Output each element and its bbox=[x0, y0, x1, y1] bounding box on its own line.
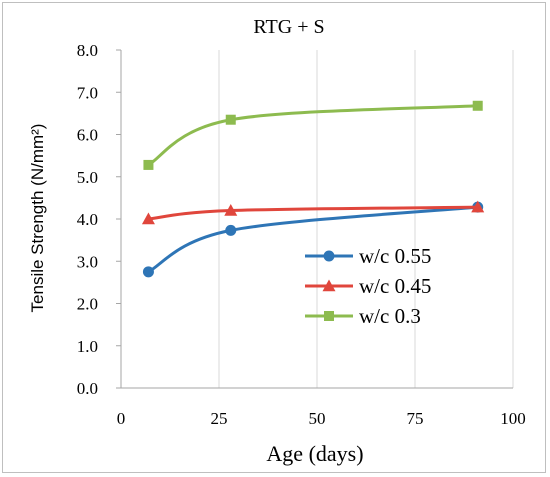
legend-entry-2: w/c 0.3 bbox=[305, 304, 421, 328]
y-tick-label: 6.0 bbox=[77, 126, 98, 145]
y-tick-labels: 0.0 1.0 2.0 3.0 4.0 5.0 6.0 7.0 8.0 bbox=[77, 41, 98, 398]
x-axis-label: Age (days) bbox=[266, 441, 363, 466]
x-tick-labels: 0 25 50 75 100 bbox=[117, 409, 526, 428]
legend-marker bbox=[323, 250, 335, 262]
data-point bbox=[472, 100, 483, 111]
series-line bbox=[146, 104, 480, 167]
series-2 bbox=[143, 100, 483, 170]
legend-marker bbox=[324, 311, 334, 321]
gridlines bbox=[218, 50, 514, 388]
series-1 bbox=[141, 200, 485, 225]
legend-label: w/c 0.3 bbox=[359, 304, 421, 328]
data-point bbox=[225, 114, 236, 125]
axes bbox=[116, 49, 513, 389]
data-point bbox=[142, 266, 154, 278]
x-tick-label: 75 bbox=[407, 409, 424, 428]
legend-label: w/c 0.55 bbox=[359, 244, 431, 268]
data-point bbox=[224, 204, 238, 216]
chart-frame bbox=[2, 2, 546, 473]
x-tick-label: 100 bbox=[500, 409, 526, 428]
series-line bbox=[146, 205, 480, 274]
chart-title: RTG + S bbox=[253, 16, 324, 38]
legend-entry-0: w/c 0.55 bbox=[305, 244, 431, 268]
data-point bbox=[141, 212, 155, 225]
series-line bbox=[146, 205, 480, 221]
y-tick-label: 1.0 bbox=[77, 337, 98, 356]
legend-label: w/c 0.45 bbox=[359, 274, 431, 298]
data-point bbox=[471, 200, 485, 213]
x-tick-label: 50 bbox=[309, 409, 326, 428]
y-tick-label: 5.0 bbox=[77, 168, 98, 187]
y-tick-label: 0.0 bbox=[77, 379, 98, 398]
y-tick-label: 4.0 bbox=[77, 210, 98, 229]
data-point bbox=[143, 159, 154, 170]
y-tick-label: 2.0 bbox=[77, 295, 98, 314]
y-tick-label: 7.0 bbox=[77, 83, 98, 102]
legend-marker bbox=[322, 279, 336, 292]
y-tick-label: 3.0 bbox=[77, 252, 98, 271]
legend-entry-1: w/c 0.45 bbox=[305, 274, 431, 298]
data-point bbox=[225, 224, 237, 236]
series-lines bbox=[141, 100, 485, 278]
x-tick-label: 25 bbox=[211, 409, 228, 428]
x-tick-label: 0 bbox=[117, 409, 126, 428]
legend: w/c 0.55 w/c 0.45 w/c 0.3 bbox=[305, 244, 431, 328]
y-tick-label: 8.0 bbox=[77, 41, 98, 60]
y-axis-label: Tensile Strength (N/mm²) bbox=[28, 124, 47, 313]
